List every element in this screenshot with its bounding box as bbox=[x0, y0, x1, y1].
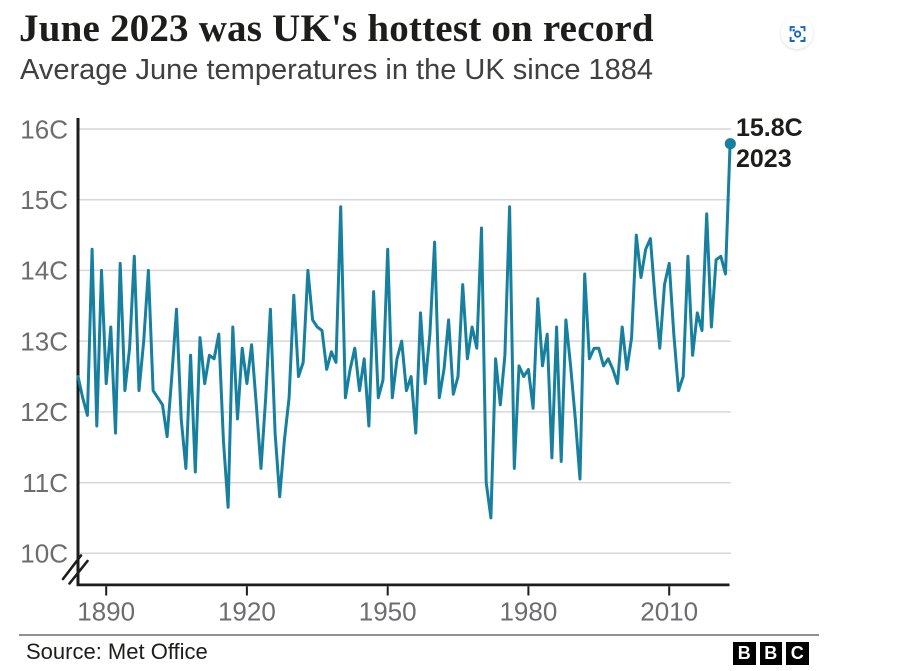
svg-text:11C: 11C bbox=[22, 468, 68, 498]
svg-text:1980: 1980 bbox=[499, 597, 557, 627]
svg-text:10C: 10C bbox=[20, 539, 68, 569]
svg-text:1890: 1890 bbox=[77, 597, 135, 627]
svg-text:16C: 16C bbox=[20, 114, 68, 144]
svg-text:1920: 1920 bbox=[218, 597, 276, 627]
svg-text:15C: 15C bbox=[20, 185, 68, 215]
svg-text:2010: 2010 bbox=[640, 597, 698, 627]
svg-text:13C: 13C bbox=[20, 326, 68, 356]
svg-text:1950: 1950 bbox=[359, 597, 417, 627]
svg-text:12C: 12C bbox=[20, 397, 68, 427]
svg-text:14C: 14C bbox=[20, 256, 68, 286]
